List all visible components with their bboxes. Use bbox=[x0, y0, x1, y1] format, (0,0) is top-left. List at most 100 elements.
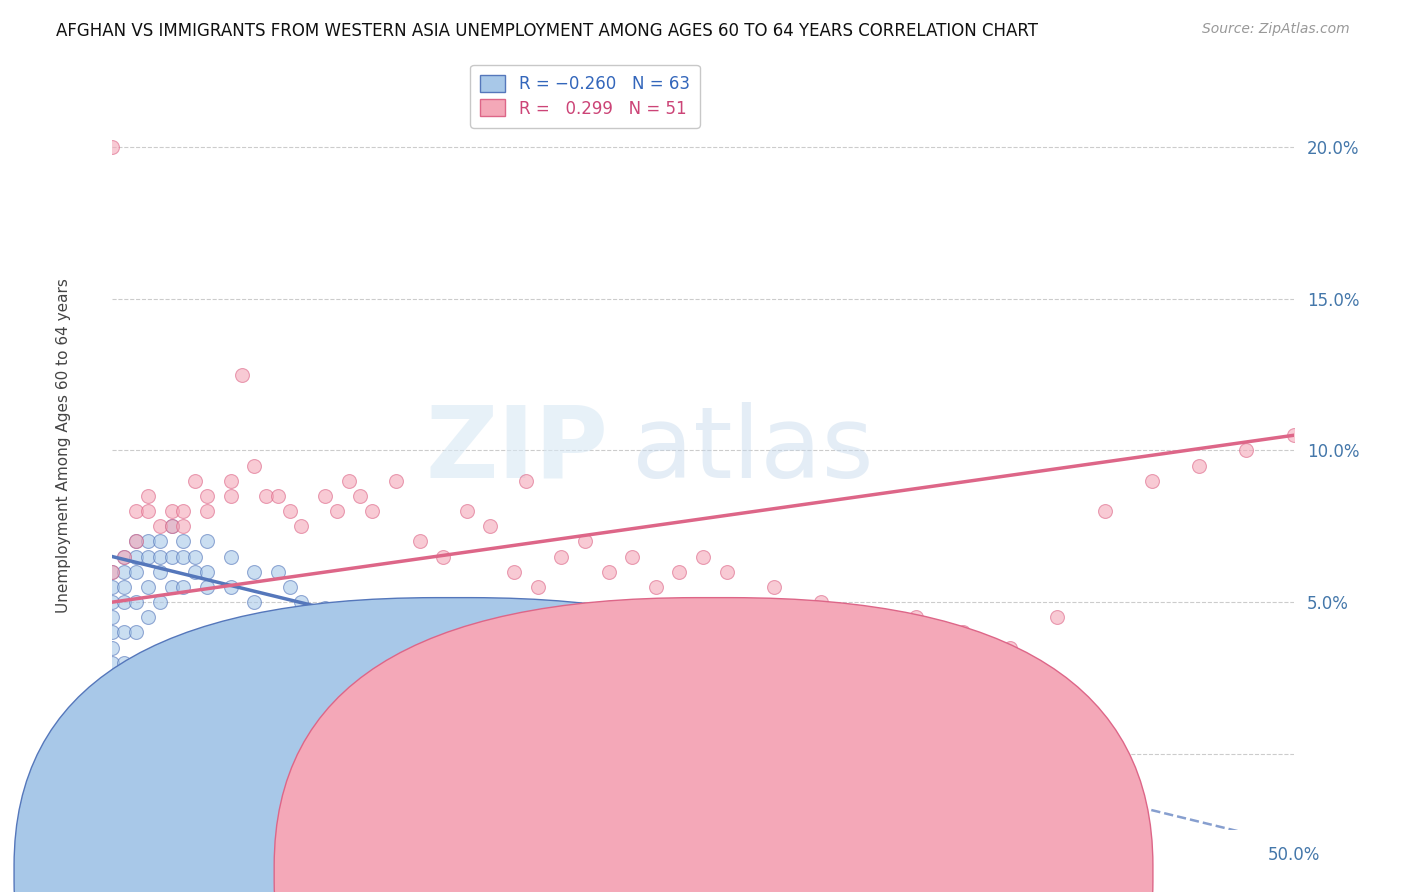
Point bbox=[692, 549, 714, 564]
Point bbox=[1234, 443, 1257, 458]
Point bbox=[219, 580, 242, 594]
Point bbox=[762, 716, 785, 731]
Point bbox=[160, 519, 183, 533]
Point bbox=[503, 671, 526, 685]
Point bbox=[112, 595, 135, 609]
Point bbox=[1046, 610, 1069, 624]
Text: atlas: atlas bbox=[633, 402, 873, 499]
Point bbox=[858, 731, 880, 746]
Text: Source: ZipAtlas.com: Source: ZipAtlas.com bbox=[1202, 22, 1350, 37]
Point bbox=[290, 519, 312, 533]
Point bbox=[314, 601, 336, 615]
Point bbox=[172, 504, 194, 518]
Point bbox=[101, 580, 124, 594]
Point bbox=[267, 565, 290, 579]
Point bbox=[101, 701, 124, 715]
Point bbox=[125, 534, 148, 549]
Point bbox=[644, 580, 666, 594]
Point bbox=[503, 565, 526, 579]
Point bbox=[810, 723, 832, 737]
Point bbox=[326, 504, 349, 518]
Point bbox=[231, 368, 253, 382]
Point bbox=[101, 686, 124, 700]
Point bbox=[149, 549, 172, 564]
Point bbox=[125, 549, 148, 564]
Point bbox=[149, 565, 172, 579]
Point bbox=[243, 565, 266, 579]
Point bbox=[172, 549, 194, 564]
Point bbox=[1188, 458, 1211, 473]
Point bbox=[136, 489, 159, 503]
Point bbox=[1046, 747, 1069, 761]
Point bbox=[101, 625, 124, 640]
Point bbox=[550, 549, 572, 564]
Point bbox=[101, 595, 124, 609]
Point bbox=[644, 701, 666, 715]
Point bbox=[195, 504, 218, 518]
Point bbox=[136, 534, 159, 549]
Text: AFGHAN VS IMMIGRANTS FROM WESTERN ASIA UNEMPLOYMENT AMONG AGES 60 TO 64 YEARS CO: AFGHAN VS IMMIGRANTS FROM WESTERN ASIA U… bbox=[56, 22, 1038, 40]
Point bbox=[786, 610, 808, 624]
Point bbox=[574, 686, 596, 700]
Point bbox=[456, 656, 478, 670]
Point bbox=[101, 640, 124, 655]
Point bbox=[621, 549, 644, 564]
Point bbox=[136, 610, 159, 624]
Point bbox=[184, 549, 207, 564]
Point bbox=[101, 565, 124, 579]
Point bbox=[219, 474, 242, 488]
Point bbox=[195, 489, 218, 503]
Point bbox=[716, 565, 738, 579]
Point bbox=[479, 519, 502, 533]
Point bbox=[668, 565, 690, 579]
Point bbox=[432, 549, 454, 564]
Point bbox=[952, 740, 974, 755]
Point bbox=[149, 534, 172, 549]
Point bbox=[998, 744, 1021, 758]
Point bbox=[101, 140, 124, 154]
Point bbox=[278, 580, 301, 594]
Point bbox=[385, 474, 408, 488]
Text: Immigrants from Western Asia: Immigrants from Western Asia bbox=[752, 858, 1005, 876]
Point bbox=[125, 534, 148, 549]
Point bbox=[762, 580, 785, 594]
Point bbox=[598, 565, 620, 579]
Legend: R = −0.260   N = 63, R =   0.299   N = 51: R = −0.260 N = 63, R = 0.299 N = 51 bbox=[470, 64, 700, 128]
Point bbox=[692, 710, 714, 724]
Point bbox=[858, 625, 880, 640]
Point bbox=[101, 656, 124, 670]
Point bbox=[195, 565, 218, 579]
Point bbox=[112, 580, 135, 594]
Point bbox=[112, 625, 135, 640]
Point bbox=[112, 549, 135, 564]
Point bbox=[101, 671, 124, 685]
Point bbox=[904, 738, 927, 752]
Point bbox=[172, 519, 194, 533]
Point bbox=[101, 565, 124, 579]
Point bbox=[172, 534, 194, 549]
Point bbox=[278, 504, 301, 518]
Text: Afghans: Afghans bbox=[499, 858, 567, 876]
Point bbox=[408, 640, 430, 655]
Point bbox=[219, 489, 242, 503]
Point bbox=[526, 580, 548, 594]
Point bbox=[574, 534, 596, 549]
Point bbox=[349, 489, 371, 503]
Point bbox=[456, 504, 478, 518]
Point bbox=[160, 580, 183, 594]
Point bbox=[904, 610, 927, 624]
Point bbox=[254, 489, 277, 503]
Point bbox=[172, 580, 194, 594]
Point bbox=[184, 474, 207, 488]
Point bbox=[101, 610, 124, 624]
Point bbox=[160, 549, 183, 564]
Text: Unemployment Among Ages 60 to 64 years: Unemployment Among Ages 60 to 64 years bbox=[56, 278, 70, 614]
Point bbox=[136, 580, 159, 594]
Point bbox=[740, 610, 762, 624]
Point bbox=[408, 534, 430, 549]
Point bbox=[112, 565, 135, 579]
Point bbox=[952, 625, 974, 640]
Point bbox=[267, 489, 290, 503]
Point bbox=[1282, 428, 1305, 442]
Point bbox=[160, 504, 183, 518]
